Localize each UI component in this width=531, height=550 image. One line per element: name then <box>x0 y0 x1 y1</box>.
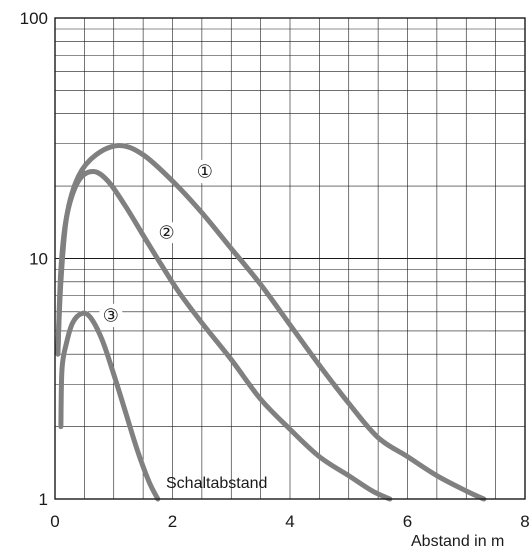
curve-label-1: ① <box>197 162 213 183</box>
plot-frame <box>54 17 526 500</box>
curve-label-bg <box>154 220 179 245</box>
x-tick-label: 8 <box>520 512 529 531</box>
y-tick-label: 10 <box>29 250 48 269</box>
annotation-schaltabstand: Schaltabstand <box>166 475 267 492</box>
labels: ① ② ③ <box>98 159 217 328</box>
series-line-2 <box>55 169 393 502</box>
curve-label-2: ② <box>159 223 175 244</box>
y-tick-label: 100 <box>20 9 48 28</box>
curve-label-3: ③ <box>103 305 119 326</box>
x-tick-label: 6 <box>403 512 412 531</box>
grid <box>55 18 525 500</box>
x-axis-title: Abstand in m <box>411 533 504 550</box>
y-tick-label: 1 <box>39 490 48 509</box>
curve-label-bg <box>192 159 217 184</box>
x-tick-label: 0 <box>50 512 59 531</box>
curve-label-bg <box>98 303 123 328</box>
x-tick-label: 4 <box>285 512 294 531</box>
x-tick-label: 2 <box>168 512 177 531</box>
curves <box>55 143 487 502</box>
series-line-3 <box>58 310 161 502</box>
